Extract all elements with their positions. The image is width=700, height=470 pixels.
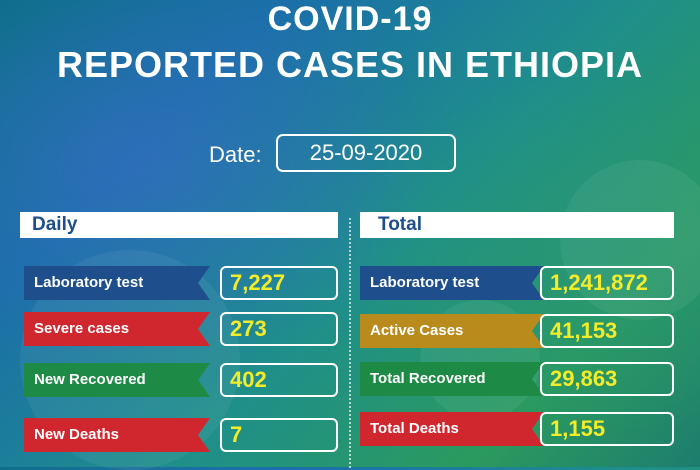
daily-row-lab-tests: Laboratory test 7,227	[24, 266, 338, 300]
title-line-2: REPORTED CASES IN ETHIOPIA	[56, 44, 644, 85]
total-value-active-cases: 41,153	[540, 314, 674, 348]
daily-heading: Daily	[20, 212, 338, 238]
total-heading: Total	[360, 212, 674, 238]
total-label-total-recovered: Total Recovered	[360, 362, 544, 396]
total-row-lab-tests: Laboratory test 1,241,872	[360, 266, 674, 300]
date-value: 25-09-2020	[276, 134, 456, 172]
daily-label-lab-tests: Laboratory test	[24, 266, 210, 300]
daily-value-new-recovered: 402	[220, 363, 338, 397]
total-value-total-deaths: 1,155	[540, 412, 674, 446]
total-row-active-cases: Active Cases 41,153	[360, 314, 674, 348]
daily-label-new-deaths: New Deaths	[24, 418, 210, 452]
total-row-total-deaths: Total Deaths 1,155	[360, 412, 674, 446]
column-divider	[349, 218, 351, 468]
daily-label-new-recovered: New Recovered	[24, 363, 210, 397]
total-value-lab-tests: 1,241,872	[540, 266, 674, 300]
total-value-total-recovered: 29,863	[540, 362, 674, 396]
total-row-total-recovered: Total Recovered 29,863	[360, 362, 674, 396]
date-label: Date:	[209, 142, 262, 167]
daily-value-lab-tests: 7,227	[220, 266, 338, 300]
daily-label-severe-cases: Severe cases	[24, 312, 210, 346]
background-shape	[560, 160, 700, 320]
title-line-1: COVID-19	[267, 0, 433, 38]
daily-value-severe-cases: 273	[220, 312, 338, 346]
total-label-active-cases: Active Cases	[360, 314, 544, 348]
total-label-lab-tests: Laboratory test	[360, 266, 544, 300]
total-label-total-deaths: Total Deaths	[360, 412, 544, 446]
daily-row-severe-cases: Severe cases 273	[24, 312, 338, 346]
daily-row-new-recovered: New Recovered 402	[24, 363, 338, 397]
daily-value-new-deaths: 7	[220, 418, 338, 452]
daily-row-new-deaths: New Deaths 7	[24, 418, 338, 452]
